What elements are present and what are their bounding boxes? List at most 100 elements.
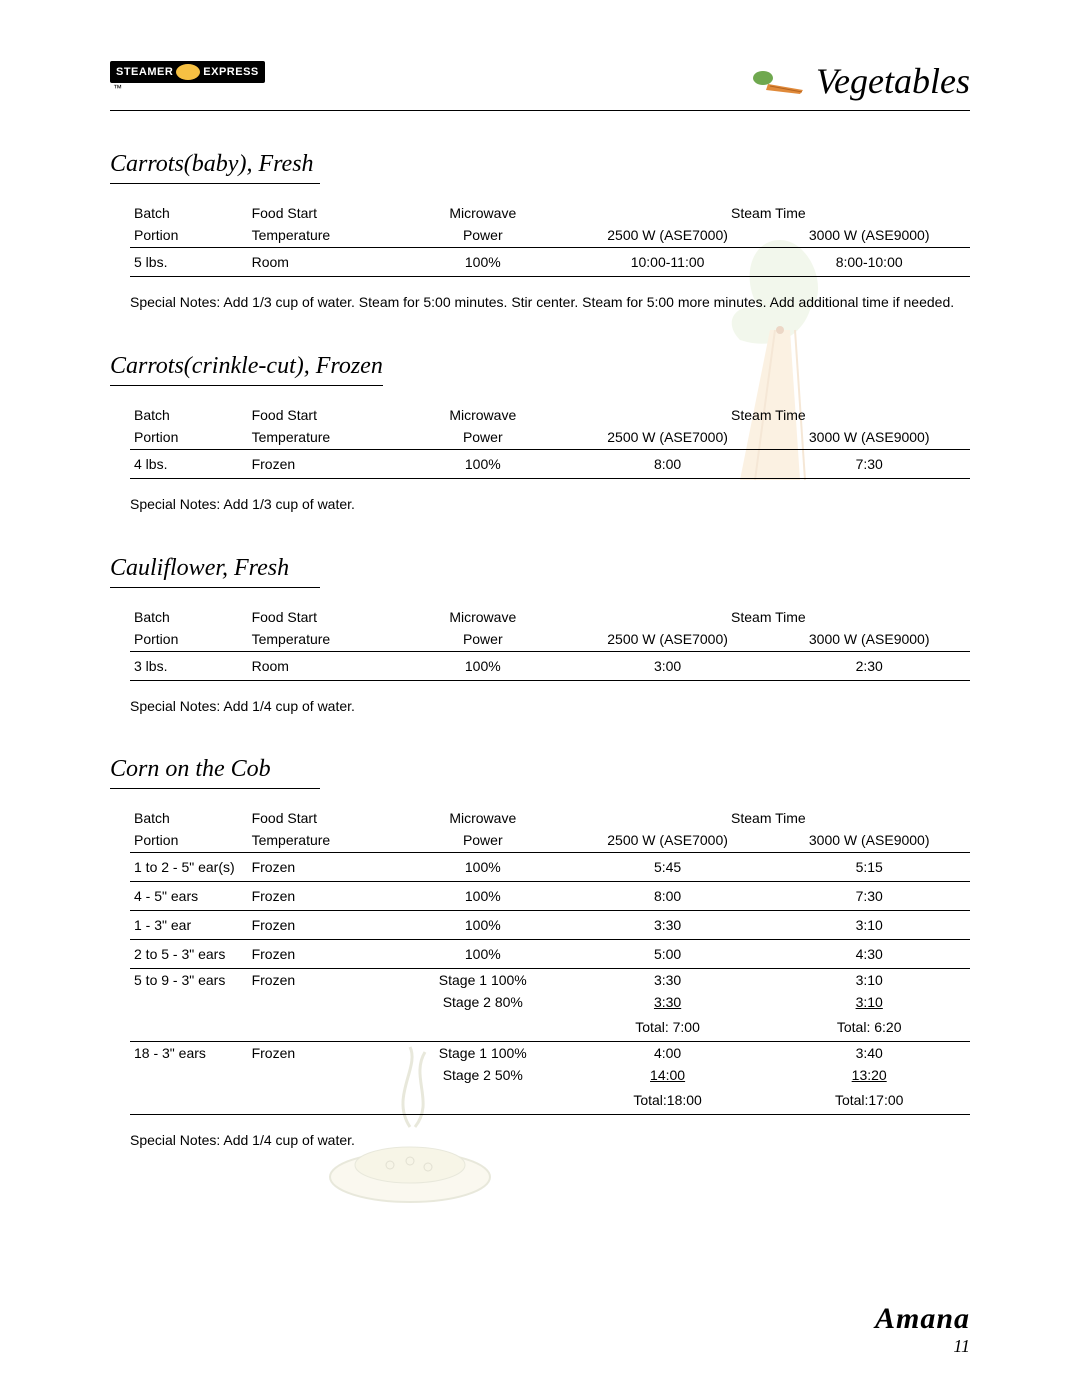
- cell-steam2: 7:30: [768, 882, 970, 911]
- recipe-section: Corn on the Cob Batch Food Start Microwa…: [110, 756, 970, 1153]
- col-subheader: 3000 W (ASE9000): [768, 224, 970, 248]
- cell-power: 100%: [399, 248, 567, 277]
- col-subheader: 2500 W (ASE7000): [567, 426, 769, 450]
- cell-batch: 1 - 3" ear: [130, 911, 248, 940]
- cell-steam2: 8:00-10:00: [768, 248, 970, 277]
- col-header: Batch: [130, 807, 248, 829]
- cell-batch: 18 - 3" ears: [130, 1042, 248, 1065]
- category-heading: Vegetables: [748, 60, 970, 102]
- col-subheader: 2500 W (ASE7000): [567, 224, 769, 248]
- cooking-table: Batch Food Start Microwave Steam Time Po…: [130, 807, 970, 1115]
- recipe-section: Carrots(crinkle-cut), Frozen Batch Food …: [110, 353, 970, 517]
- section-title: Corn on the Cob: [110, 756, 320, 789]
- col-header: Microwave: [399, 404, 567, 426]
- cell-power: 100%: [399, 911, 567, 940]
- cell-batch: [130, 1013, 248, 1042]
- cell-power: 100%: [399, 651, 567, 680]
- cell-power: 100%: [399, 853, 567, 882]
- cell-temp: [248, 1064, 399, 1086]
- col-subheader: Power: [399, 224, 567, 248]
- cell-steam2: 4:30: [768, 940, 970, 969]
- cell-power: [399, 1013, 567, 1042]
- cell-steam1: 5:00: [567, 940, 769, 969]
- cell-steam1: 3:00: [567, 651, 769, 680]
- cell-power: 100%: [399, 940, 567, 969]
- cooking-table: Batch Food Start Microwave Steam Time Po…: [130, 202, 970, 277]
- cell-steam1: 5:45: [567, 853, 769, 882]
- page-number: 11: [875, 1336, 970, 1357]
- table-row: Stage 2 50% 14:00 13:20: [130, 1064, 970, 1086]
- cell-temp: Room: [248, 248, 399, 277]
- cooking-table: Batch Food Start Microwave Steam Time Po…: [130, 404, 970, 479]
- cell-temp: Frozen: [248, 1042, 399, 1065]
- cell-temp: Frozen: [248, 969, 399, 992]
- col-header: Microwave: [399, 202, 567, 224]
- special-notes: Special Notes: Add 1/4 cup of water.: [130, 695, 970, 719]
- col-subheader: Temperature: [248, 829, 399, 853]
- table-row: 5 lbs. Room 100% 10:00-11:00 8:00-10:00: [130, 248, 970, 277]
- cell-steam1: 10:00-11:00: [567, 248, 769, 277]
- cell-steam2: 7:30: [768, 449, 970, 478]
- col-subheader: Temperature: [248, 628, 399, 652]
- table-row: Total:18:00 Total:17:00: [130, 1086, 970, 1115]
- footer-brand: Amana: [875, 1302, 970, 1336]
- col-subheader: 2500 W (ASE7000): [567, 829, 769, 853]
- cell-temp: [248, 991, 399, 1013]
- col-subheader: Portion: [130, 628, 248, 652]
- col-header: Steam Time: [567, 606, 970, 628]
- cell-batch: 2 to 5 - 3" ears: [130, 940, 248, 969]
- col-header: Steam Time: [567, 404, 970, 426]
- col-header: Food Start: [248, 606, 399, 628]
- col-subheader: Temperature: [248, 224, 399, 248]
- col-header: Food Start: [248, 807, 399, 829]
- brand-logo: STEAMER EXPRESS ™: [110, 61, 265, 101]
- cell-batch: 4 - 5" ears: [130, 882, 248, 911]
- col-subheader: 3000 W (ASE9000): [768, 426, 970, 450]
- cell-temp: Frozen: [248, 853, 399, 882]
- cell-power: 100%: [399, 882, 567, 911]
- page-footer: Amana 11: [875, 1302, 970, 1357]
- cell-steam1: 8:00: [567, 882, 769, 911]
- cell-batch: [130, 1064, 248, 1086]
- cell-temp: Frozen: [248, 882, 399, 911]
- col-subheader: 2500 W (ASE7000): [567, 628, 769, 652]
- section-title: Carrots(baby), Fresh: [110, 151, 320, 184]
- col-header: Food Start: [248, 202, 399, 224]
- cell-steam2: Total: 6:20: [768, 1013, 970, 1042]
- cell-steam2: Total:17:00: [768, 1086, 970, 1115]
- cell-power: [399, 1086, 567, 1115]
- col-header: Microwave: [399, 807, 567, 829]
- col-subheader: Portion: [130, 224, 248, 248]
- col-header: Batch: [130, 202, 248, 224]
- table-row: 5 to 9 - 3" ears Frozen Stage 1 100% 3:3…: [130, 969, 970, 992]
- cell-steam2: 5:15: [768, 853, 970, 882]
- table-row: Total: 7:00 Total: 6:20: [130, 1013, 970, 1042]
- cell-temp: Room: [248, 651, 399, 680]
- table-row: 2 to 5 - 3" ears Frozen 100% 5:00 4:30: [130, 940, 970, 969]
- cell-steam1: Total: 7:00: [567, 1013, 769, 1042]
- page-header: STEAMER EXPRESS ™ Vegetables: [110, 60, 970, 111]
- table-row: 1 to 2 - 5" ear(s) Frozen 100% 5:45 5:15: [130, 853, 970, 882]
- cooking-table: Batch Food Start Microwave Steam Time Po…: [130, 606, 970, 681]
- cell-batch: 5 to 9 - 3" ears: [130, 969, 248, 992]
- cell-temp: [248, 1013, 399, 1042]
- cell-steam1: 3:30: [567, 911, 769, 940]
- cell-power: Stage 1 100%: [399, 969, 567, 992]
- cell-temp: Frozen: [248, 449, 399, 478]
- section-title: Carrots(crinkle-cut), Frozen: [110, 353, 383, 386]
- col-subheader: 3000 W (ASE9000): [768, 628, 970, 652]
- cell-steam1: Total:18:00: [567, 1086, 769, 1115]
- logo-text-right: EXPRESS: [203, 66, 258, 78]
- col-header: Batch: [130, 606, 248, 628]
- category-text: Vegetables: [816, 60, 970, 102]
- cell-power: 100%: [399, 449, 567, 478]
- cell-power: Stage 2 50%: [399, 1064, 567, 1086]
- col-header: Microwave: [399, 606, 567, 628]
- cell-temp: Frozen: [248, 911, 399, 940]
- cell-steam1: 8:00: [567, 449, 769, 478]
- cell-steam1: 4:00: [567, 1042, 769, 1065]
- cell-batch: [130, 1086, 248, 1115]
- logo-text-left: STEAMER: [116, 66, 173, 78]
- cell-batch: 5 lbs.: [130, 248, 248, 277]
- table-row: 4 lbs. Frozen 100% 8:00 7:30: [130, 449, 970, 478]
